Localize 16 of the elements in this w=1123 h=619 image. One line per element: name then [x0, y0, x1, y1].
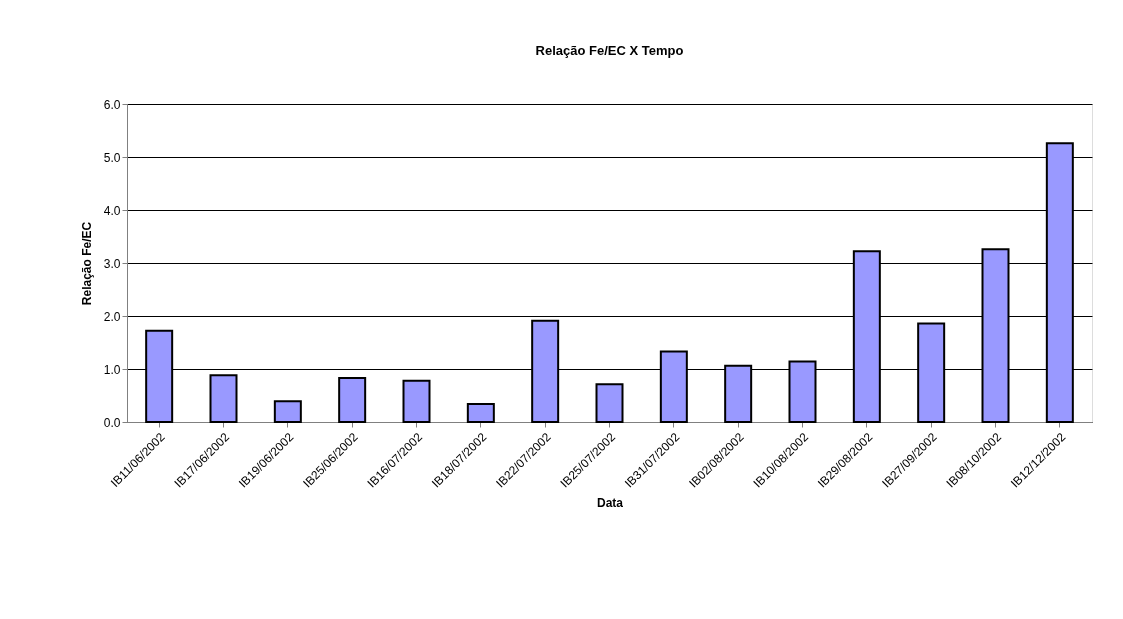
y-tick-label: 4.0	[103, 203, 121, 218]
bar	[273, 400, 302, 423]
y-tick-label: 6.0	[103, 97, 121, 112]
y-tick-label: 1.0	[103, 362, 121, 377]
y-tick-label: 5.0	[103, 150, 121, 165]
bar	[338, 377, 367, 423]
y-tick-label: 2.0	[103, 309, 121, 324]
bar	[209, 374, 238, 423]
bar	[402, 379, 431, 423]
x-axis-title: Data	[596, 495, 624, 510]
y-tick-label: 0.0	[103, 415, 121, 430]
y-axis-title: Relação Fe/EC	[79, 221, 94, 306]
chart-title: Relação Fe/EC X Tempo	[535, 43, 684, 58]
bar	[595, 383, 624, 423]
bar	[466, 402, 495, 423]
y-tick-label: 3.0	[103, 256, 121, 271]
